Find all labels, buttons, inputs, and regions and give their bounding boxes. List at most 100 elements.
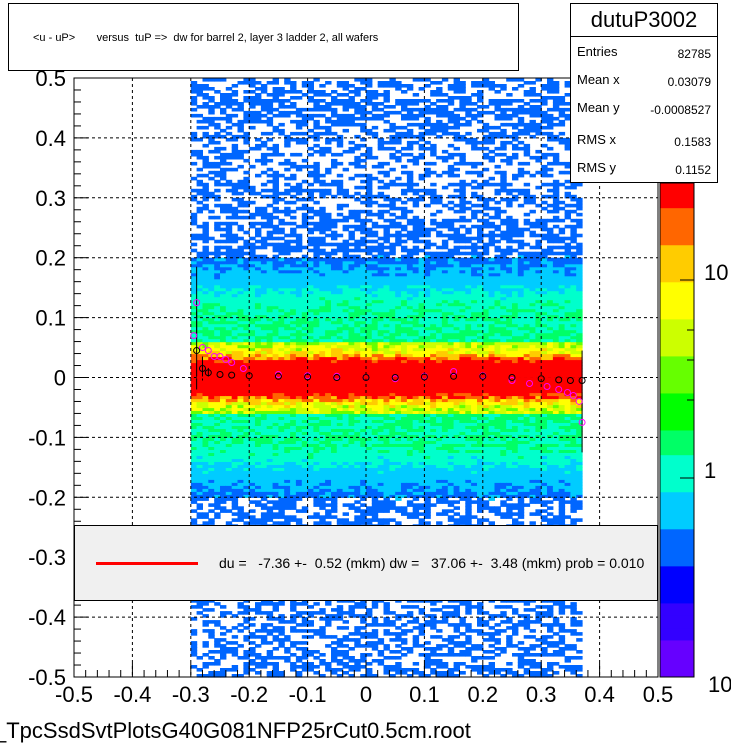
heatmap-cell [190, 443, 198, 447]
heatmap-cell [371, 386, 379, 391]
heatmap-cell [307, 287, 314, 292]
heatmap-cell [255, 665, 262, 669]
heatmap-cell [366, 395, 373, 400]
heatmap-cell [307, 605, 314, 609]
heatmap-cell [202, 233, 209, 238]
heatmap-cell [360, 113, 367, 118]
heatmap-cell [348, 392, 355, 397]
heatmap-cell [389, 299, 396, 304]
heatmap-cell [272, 674, 279, 678]
heatmap-cell [214, 506, 221, 510]
heatmap-cell [237, 440, 244, 444]
heatmap-cell [313, 602, 320, 606]
heatmap-cell [331, 434, 338, 438]
heatmap-cell [196, 425, 203, 429]
heatmap-cell [202, 521, 209, 525]
heatmap-cell [255, 158, 262, 163]
heatmap-cell [290, 102, 297, 106]
heatmap-cell [301, 335, 309, 340]
heatmap-cell [377, 275, 385, 280]
heatmap-cell [313, 494, 320, 498]
heatmap-cell [389, 251, 396, 256]
heatmap-cell [278, 245, 285, 250]
heatmap-cell [313, 452, 320, 456]
heatmap-cell [220, 428, 227, 432]
heatmap-cell [284, 479, 291, 483]
heatmap-cell [336, 383, 344, 388]
heatmap-cell [342, 476, 349, 480]
heatmap-cell [208, 410, 215, 414]
heatmap-cell [366, 263, 373, 268]
heatmap-cell [342, 404, 349, 409]
heatmap-cell [319, 434, 326, 438]
heatmap-cell [260, 443, 268, 447]
heatmap-cell [336, 638, 344, 642]
heatmap-cell [266, 662, 274, 666]
heatmap-cell [249, 365, 256, 370]
heatmap-cell [260, 263, 268, 268]
heatmap-cell [290, 329, 297, 334]
heatmap-cell [295, 96, 303, 100]
heatmap-cell [348, 116, 355, 121]
heatmap-cell [272, 149, 279, 154]
heatmap-cell [272, 626, 279, 630]
heatmap-cell [214, 317, 221, 322]
heatmap-cell [389, 362, 396, 367]
heatmap-cell [278, 197, 285, 202]
heatmap-cell [255, 611, 262, 615]
heatmap-cell [342, 314, 349, 319]
heatmap-cell [342, 416, 349, 420]
heatmap-cell [290, 311, 297, 316]
heatmap-cell [307, 392, 314, 397]
heatmap-cell [307, 458, 314, 462]
heatmap-cell [272, 380, 279, 385]
heatmap-cell [336, 122, 344, 127]
heatmap-cell [202, 653, 209, 657]
heatmap-cell [295, 281, 303, 286]
heatmap-cell [266, 293, 274, 298]
heatmap-cell [366, 182, 373, 187]
heatmap-cell [319, 188, 326, 193]
heatmap-cell [231, 512, 239, 516]
heatmap-cell [231, 314, 239, 319]
heatmap-cell [336, 626, 344, 630]
heatmap-cell [307, 275, 314, 280]
heatmap-cell [331, 671, 338, 675]
heatmap-cell [354, 626, 361, 630]
heatmap-cell [278, 236, 285, 241]
heatmap-cell [342, 299, 349, 304]
heatmap-cell [383, 236, 390, 241]
heatmap-cell [214, 455, 221, 459]
heatmap-cell [231, 323, 239, 328]
heatmap-cell [371, 338, 379, 343]
heatmap-cell [342, 491, 349, 495]
heatmap-cell [220, 656, 227, 660]
heatmap-cell [313, 611, 320, 615]
heatmap-cell [383, 404, 390, 409]
heatmap-cell [383, 251, 390, 256]
heatmap-cell [360, 143, 367, 148]
heatmap-cell [342, 332, 349, 337]
heatmap-cell [237, 425, 244, 429]
heatmap-cell [383, 90, 390, 94]
heatmap-cell [249, 368, 256, 373]
heatmap-cell [301, 113, 309, 118]
heatmap-cell [243, 479, 250, 483]
heatmap-cell [190, 461, 198, 465]
heatmap-cell [225, 116, 233, 121]
heatmap-cell [295, 461, 303, 465]
heatmap-cell [331, 275, 338, 280]
heatmap-cell [202, 131, 209, 136]
heatmap-cell [190, 395, 198, 400]
heatmap-cell [260, 347, 268, 352]
heatmap-cell [208, 455, 215, 459]
heatmap-cell [395, 482, 402, 486]
heatmap-cell [383, 503, 390, 507]
heatmap-cell [342, 638, 349, 642]
heatmap-cell [196, 224, 203, 229]
heatmap-cell [366, 437, 373, 441]
heatmap-cell [237, 119, 244, 124]
heatmap-cell [325, 392, 332, 397]
heatmap-cell [249, 617, 256, 621]
heatmap-cell [331, 266, 338, 271]
